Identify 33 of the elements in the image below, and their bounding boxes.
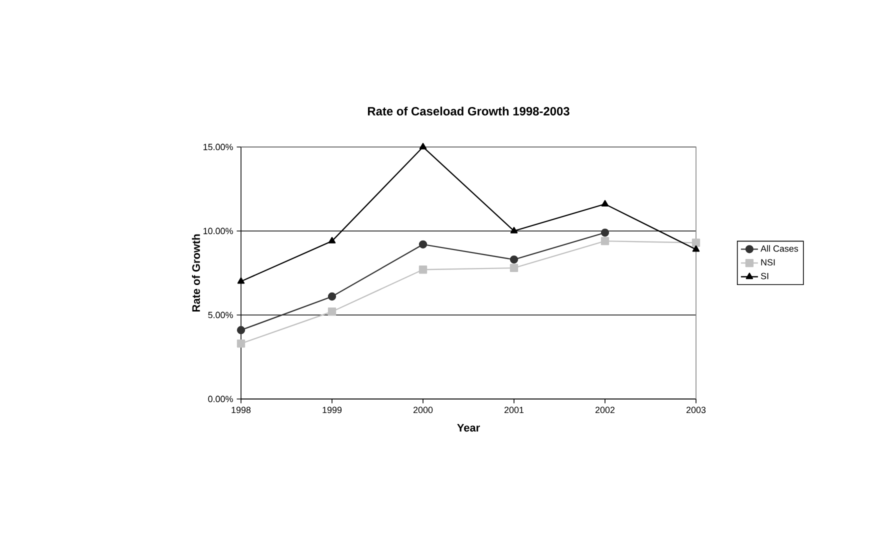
- point: [328, 308, 336, 316]
- x-tick-label: 1999: [322, 406, 342, 414]
- point: [692, 238, 700, 247]
- legend-label: NSI: [761, 259, 775, 266]
- x-tick-label: 2002: [595, 406, 615, 414]
- x-tick-label: 2001: [504, 406, 524, 414]
- point: [328, 292, 336, 301]
- y-tick-label: 5.00%: [208, 312, 233, 318]
- y-tick-label: 0.00%: [208, 396, 233, 402]
- point: [237, 277, 245, 284]
- point: [510, 226, 518, 234]
- point: [510, 264, 518, 272]
- x-tick-label: 2000: [413, 406, 433, 414]
- point: [601, 200, 609, 206]
- y-tick-label: 10.00%: [204, 228, 233, 234]
- chart-title: Rate of Caseload Growth 1998-2003: [368, 106, 570, 116]
- legend-label: All Cases: [760, 245, 798, 252]
- point: [236, 339, 246, 348]
- point: [510, 255, 518, 264]
- x-tick-label: 1998: [232, 406, 251, 414]
- y-tick-label: 15.00%: [204, 144, 233, 150]
- y-axis-title: Rate of Growth: [192, 234, 200, 312]
- point: [328, 236, 336, 244]
- legend-label: SI: [760, 272, 768, 280]
- point: [419, 142, 427, 150]
- x-axis-title: Year: [457, 424, 480, 432]
- x-tick-label: 2003: [686, 406, 706, 414]
- point: [236, 326, 246, 334]
- point: [692, 245, 700, 252]
- point: [600, 236, 610, 246]
- point: [418, 240, 428, 249]
- point: [600, 228, 610, 237]
- point: [418, 266, 428, 274]
